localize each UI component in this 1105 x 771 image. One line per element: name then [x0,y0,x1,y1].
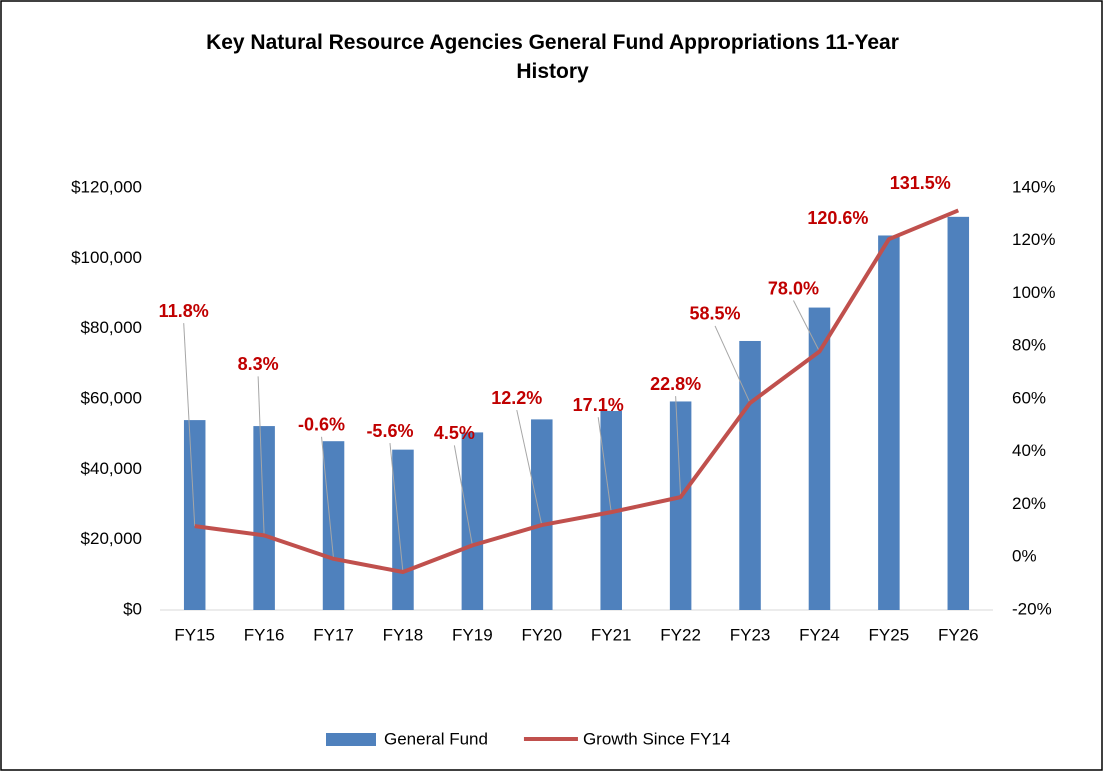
data-label: 8.3% [238,354,279,374]
y-tick-label: $0 [123,599,142,618]
leader-line [714,325,751,404]
x-tick-label: FY24 [799,625,840,644]
chart-title: Key Natural Resource Agencies General Fu… [206,31,899,83]
x-tick-label: FY20 [521,625,562,644]
leader-line [183,323,196,527]
leader-line [321,436,335,559]
bar [183,420,206,610]
bar [461,432,484,610]
data-label: -0.6% [298,415,345,435]
x-tick-label: FY26 [938,625,979,644]
bar [392,449,414,610]
bar [947,216,970,610]
x-tick-label: FY25 [869,625,910,644]
y2-tick-label: 100% [1012,283,1055,302]
data-label: 12.2% [491,388,542,408]
x-tick-label: FY18 [383,625,424,644]
y2-tick-label: 140% [1012,177,1055,196]
bar [739,340,761,610]
data-label: 120.6% [807,208,868,228]
data-label: 22.8% [650,374,701,394]
leader-line [597,417,612,513]
y-tick-label: $100,000 [71,248,142,267]
leader-line [257,376,265,536]
x-tick-label: FY16 [244,625,285,644]
x-tick-label: FY19 [452,625,493,644]
leader-line [453,445,473,546]
y2-tick-label: 60% [1012,388,1046,407]
leader-line [516,409,543,526]
data-label: 17.1% [573,395,624,415]
bar [669,401,692,610]
y-tick-label: $40,000 [81,459,142,478]
data-label: 78.0% [768,278,819,298]
x-tick-label: FY17 [313,625,354,644]
y-tick-label: $20,000 [81,529,142,548]
leader-line [389,442,404,573]
x-tick-label: FY15 [174,625,215,644]
data-label: 58.5% [690,304,741,324]
data-label: 131.5% [890,173,951,193]
y2-tick-label: 20% [1012,494,1046,513]
y-tick-label: $80,000 [81,318,142,337]
bar [322,441,345,610]
line [194,208,960,575]
y2-tick-label: -20% [1012,599,1052,618]
y-tick-label: $60,000 [81,388,142,407]
y-tick-label: $120,000 [71,177,142,196]
leader-line [793,300,820,352]
title-box: Key Natural Resource Agencies General Fu… [0,28,1105,86]
data-label: 11.8% [159,301,209,321]
y2-tick-label: 120% [1012,230,1055,249]
bar [253,426,275,610]
x-tick-label: FY21 [591,625,632,644]
y2-tick-label: 40% [1012,441,1046,460]
x-tick-label: FY22 [660,625,701,644]
data-label: -5.6% [366,421,413,441]
y2-tick-label: 80% [1012,336,1046,355]
bar [531,419,553,610]
legend-label: Growth Since FY14 [583,729,730,748]
data-label: 4.5% [434,423,475,443]
legend-swatch [326,733,376,746]
bar [808,307,831,610]
bar [878,235,900,610]
leader-line [675,396,682,498]
legend-label: General Fund [384,729,488,748]
x-tick-label: FY23 [730,625,771,644]
y2-tick-label: 0% [1012,547,1037,566]
